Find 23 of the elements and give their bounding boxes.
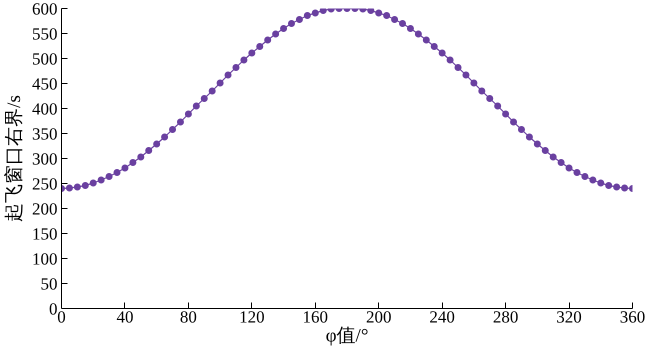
- x-tick-label: 240: [429, 308, 455, 326]
- y-tick-label: 550: [32, 24, 58, 44]
- x-axis-title: φ值/°: [326, 326, 368, 346]
- y-tick-label: 200: [32, 200, 58, 218]
- x-tick-label: 80: [180, 308, 197, 326]
- y-axis-title: 起飞窗口右界/s: [3, 95, 25, 222]
- x-tick-label: 40: [116, 308, 134, 326]
- x-tick-label: 320: [556, 308, 582, 326]
- x-tick-label: 200: [366, 308, 392, 326]
- x-tick-label: 160: [302, 308, 328, 326]
- x-tick-label: 360: [620, 308, 646, 326]
- y-tick-label: 150: [32, 224, 58, 244]
- x-tick-label: 120: [239, 308, 265, 326]
- y-tick-label: 450: [32, 74, 58, 94]
- x-tick-label: 280: [492, 308, 518, 326]
- y-tick-label: 600: [32, 0, 58, 18]
- y-tick-label: 300: [32, 150, 58, 168]
- y-tick-label: 350: [32, 124, 58, 144]
- y-tick-label: 100: [32, 250, 58, 268]
- y-tick-label: 50: [40, 274, 58, 294]
- y-tick-label: 400: [32, 100, 58, 118]
- y-tick-label: 500: [32, 50, 58, 68]
- y-tick-label: 250: [32, 174, 58, 194]
